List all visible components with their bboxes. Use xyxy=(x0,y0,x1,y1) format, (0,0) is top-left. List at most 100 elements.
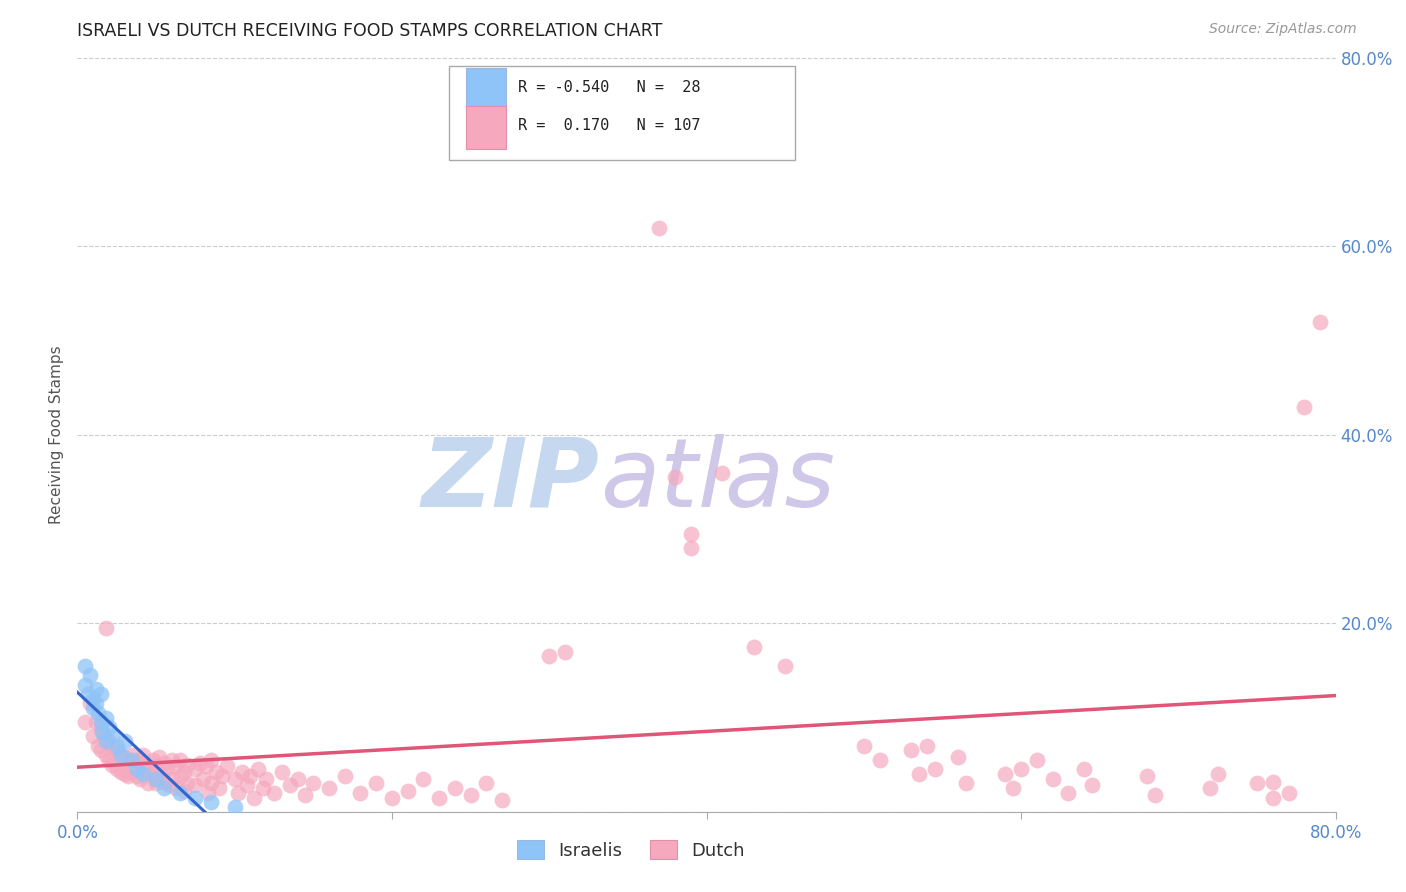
Point xyxy=(900,743,922,757)
Point xyxy=(231,765,253,780)
Point xyxy=(90,687,112,701)
Point xyxy=(169,753,191,767)
Point xyxy=(170,769,193,783)
Point xyxy=(132,767,155,781)
Point xyxy=(160,772,183,786)
Text: R =  0.170   N = 107: R = 0.170 N = 107 xyxy=(517,118,700,133)
Point xyxy=(82,701,104,715)
Point xyxy=(90,743,112,757)
Point xyxy=(200,753,222,767)
Point xyxy=(75,677,97,691)
Point xyxy=(349,786,371,800)
Point xyxy=(242,790,264,805)
Point xyxy=(114,734,136,748)
Point xyxy=(711,466,734,480)
Point xyxy=(208,781,231,796)
Point xyxy=(101,730,124,744)
Point xyxy=(648,220,671,235)
Point xyxy=(270,765,292,780)
Point xyxy=(176,757,198,772)
Point xyxy=(165,781,187,796)
Point xyxy=(134,757,156,772)
Point xyxy=(108,748,131,763)
Point xyxy=(79,697,101,711)
Point xyxy=(87,706,110,720)
Point xyxy=(211,769,233,783)
Point xyxy=(1294,400,1316,414)
Point xyxy=(82,691,104,706)
Point xyxy=(1073,762,1095,776)
Point xyxy=(94,710,117,724)
Point xyxy=(188,756,211,770)
Point xyxy=(491,793,513,807)
Point xyxy=(191,772,215,786)
Point xyxy=(110,748,132,763)
Point xyxy=(444,781,467,796)
Point xyxy=(1136,769,1159,783)
Point xyxy=(75,715,97,730)
Point xyxy=(142,769,165,783)
Point xyxy=(554,644,576,658)
Point xyxy=(87,739,110,753)
Point xyxy=(157,778,180,792)
Point xyxy=(153,781,176,796)
Point xyxy=(77,687,100,701)
Point xyxy=(679,526,702,541)
Point xyxy=(101,739,124,753)
Point xyxy=(105,762,128,776)
Point xyxy=(226,786,249,800)
Point xyxy=(278,778,301,792)
Point xyxy=(110,765,132,780)
Point xyxy=(204,765,226,780)
Point xyxy=(94,621,117,635)
Point xyxy=(1025,753,1047,767)
Point xyxy=(852,739,875,753)
Point xyxy=(105,743,128,757)
Point xyxy=(145,759,167,773)
Text: R = -0.540   N =  28: R = -0.540 N = 28 xyxy=(517,80,700,95)
Point xyxy=(184,790,207,805)
Point xyxy=(294,788,316,802)
Point xyxy=(664,470,686,484)
Y-axis label: Receiving Food Stamps: Receiving Food Stamps xyxy=(49,345,65,524)
Point xyxy=(1010,762,1032,776)
Point xyxy=(1081,778,1104,792)
Point xyxy=(136,776,159,790)
Point xyxy=(1199,781,1222,796)
Point xyxy=(184,762,207,776)
Point xyxy=(915,739,938,753)
Point xyxy=(173,784,195,798)
Point xyxy=(127,762,149,776)
Point xyxy=(114,750,136,764)
Point xyxy=(145,772,167,786)
Point xyxy=(1206,767,1229,781)
Point xyxy=(252,781,274,796)
Point xyxy=(302,776,325,790)
Point xyxy=(156,762,179,776)
Point xyxy=(475,776,498,790)
Point xyxy=(149,767,172,781)
Legend: Israelis, Dutch: Israelis, Dutch xyxy=(510,833,752,867)
Text: ZIP: ZIP xyxy=(422,434,599,526)
Point xyxy=(97,734,120,748)
Point xyxy=(129,772,152,786)
Point xyxy=(1042,772,1064,786)
Point xyxy=(90,715,112,730)
Point xyxy=(79,668,101,682)
Point xyxy=(215,759,238,773)
Point xyxy=(773,658,796,673)
Point xyxy=(75,658,97,673)
Point xyxy=(366,776,388,790)
Point xyxy=(1143,788,1166,802)
Point xyxy=(994,767,1017,781)
Point xyxy=(396,784,419,798)
Point xyxy=(173,765,195,780)
Point xyxy=(148,750,170,764)
Point xyxy=(924,762,946,776)
Point xyxy=(94,734,117,748)
Point xyxy=(1057,786,1080,800)
Point xyxy=(84,682,107,697)
Point xyxy=(200,795,222,809)
Point xyxy=(254,772,277,786)
Point xyxy=(163,759,186,773)
